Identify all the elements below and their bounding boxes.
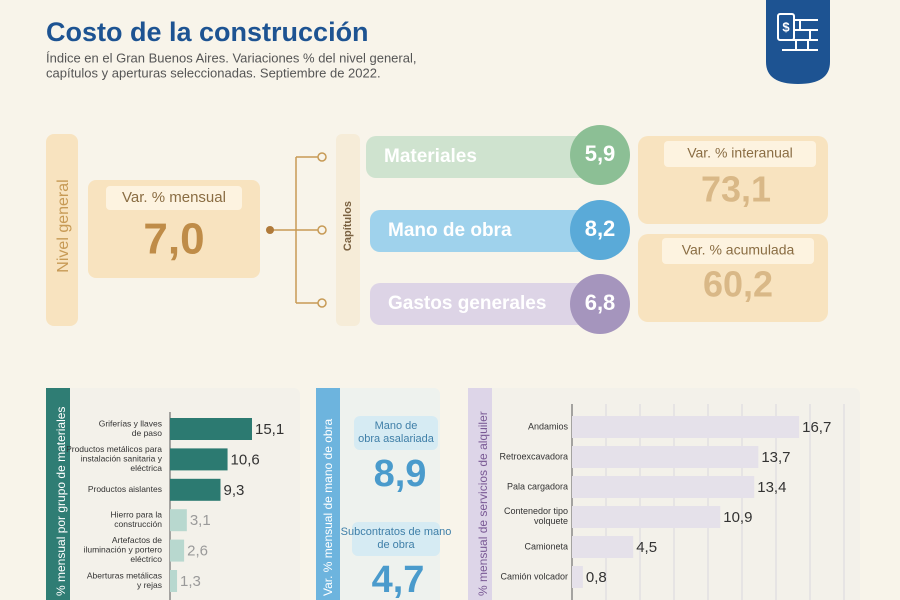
- value-label: 15,1: [255, 421, 284, 438]
- value-label: 2,6: [187, 543, 208, 560]
- value-label: 9,3: [223, 482, 244, 499]
- category-label: Artefactos de iluminación y portero eléctr…: [84, 535, 163, 564]
- category-label: Retroexcavadora: [499, 451, 568, 461]
- svg-text:$: $: [782, 19, 790, 34]
- category-label: Productos aislantes: [88, 484, 162, 494]
- bar: [572, 416, 800, 438]
- subtitle: Índice en el Gran Buenos Aires. Variacio…: [46, 50, 416, 65]
- icon: $: [766, 0, 830, 84]
- chapter-pill: [370, 210, 616, 252]
- summary-value: 73,1: [701, 169, 771, 210]
- category-label: Griferías y llaves de paso: [99, 419, 163, 439]
- value-label: 16,7: [802, 419, 831, 436]
- bar: [170, 418, 252, 440]
- chapter-name: Gastos generales: [388, 293, 546, 314]
- label-bg: [662, 238, 814, 264]
- value-label: 4,5: [636, 539, 657, 556]
- value-label: 0,8: [586, 569, 607, 586]
- label-bg: [106, 186, 242, 210]
- category-label: Aberturas metálicas y rejas: [87, 571, 162, 591]
- label-bg: [354, 416, 438, 450]
- label-bg: [352, 522, 440, 556]
- chapter-name: Materiales: [384, 146, 477, 167]
- summary-label: Var. % interanual: [687, 145, 793, 161]
- nivel-general-value: 7,0: [143, 215, 204, 264]
- value-label: 1,3: [180, 573, 201, 590]
- category-label: Camión volcador: [500, 571, 568, 581]
- summary-label: Var. % acumulada: [682, 242, 795, 258]
- chapter-value: 6,8: [585, 290, 616, 315]
- value-label: 13,7: [761, 449, 790, 466]
- nivel-general-box-label: Var. % mensual: [122, 189, 226, 206]
- mano-de-obra-value: 8,9: [374, 453, 427, 495]
- mano-de-obra-item: Subcontratos de mano de obra: [341, 526, 452, 551]
- bar: [572, 506, 721, 528]
- chart-title: % mensual por grupo de materiales: [54, 407, 68, 596]
- bar: [170, 448, 228, 471]
- chapter-pill: [370, 283, 616, 325]
- bar: [170, 509, 187, 532]
- category-label: Pala cargadora: [507, 481, 568, 491]
- category-label: Camioneta: [524, 541, 568, 551]
- value-label: 3,1: [190, 512, 211, 529]
- nivel-general-strip: [46, 134, 78, 326]
- value-label: 10,9: [723, 509, 752, 526]
- chapter-circle: [570, 200, 630, 260]
- materials-strip: [46, 388, 70, 600]
- chapter-value: 5,9: [585, 141, 616, 166]
- subtitle: capítulos y aperturas seleccionadas. Sep…: [46, 65, 381, 80]
- bar: [572, 476, 755, 498]
- category-label: Hierro para la construcción: [111, 510, 163, 530]
- rental-strip: [468, 388, 492, 600]
- value-label: 10,6: [231, 451, 260, 468]
- chapter-circle: [570, 274, 630, 334]
- mano-de-obra-item: Mano de obra asalariada: [358, 420, 435, 445]
- value-label: 13,4: [757, 479, 786, 496]
- category-label: Productos metálicos para instalación sani…: [66, 444, 163, 473]
- title: Costo de la construcción: [46, 17, 369, 47]
- chapter-value: 8,2: [585, 216, 616, 241]
- bar: [170, 570, 178, 592]
- category-label: Andamios: [528, 421, 569, 431]
- bar: [170, 539, 185, 562]
- chapter-name: Mano de obra: [388, 220, 512, 241]
- label-bg: [664, 141, 816, 167]
- nivel-general-label: Nivel general: [55, 179, 72, 272]
- chapter-circle: [570, 125, 630, 185]
- bar: [572, 566, 583, 588]
- bar: [572, 446, 759, 468]
- bar: [170, 478, 221, 501]
- bar: [572, 536, 634, 558]
- mano-de-obra-label: Var. % mensual de mano de obra: [321, 418, 335, 596]
- capitulos-label: Capítulos: [342, 201, 354, 251]
- chart-title: % mensual de servicios de alquiler: [476, 411, 490, 596]
- mano-de-obra-strip: [316, 388, 340, 600]
- category-label: Contenedor tipo volquete: [504, 506, 568, 526]
- capitulos-strip: [336, 134, 360, 326]
- mano-de-obra-value: 4,7: [372, 559, 425, 600]
- chapter-pill: [366, 136, 616, 178]
- summary-value: 60,2: [703, 264, 773, 305]
- connector: [266, 152, 327, 308]
